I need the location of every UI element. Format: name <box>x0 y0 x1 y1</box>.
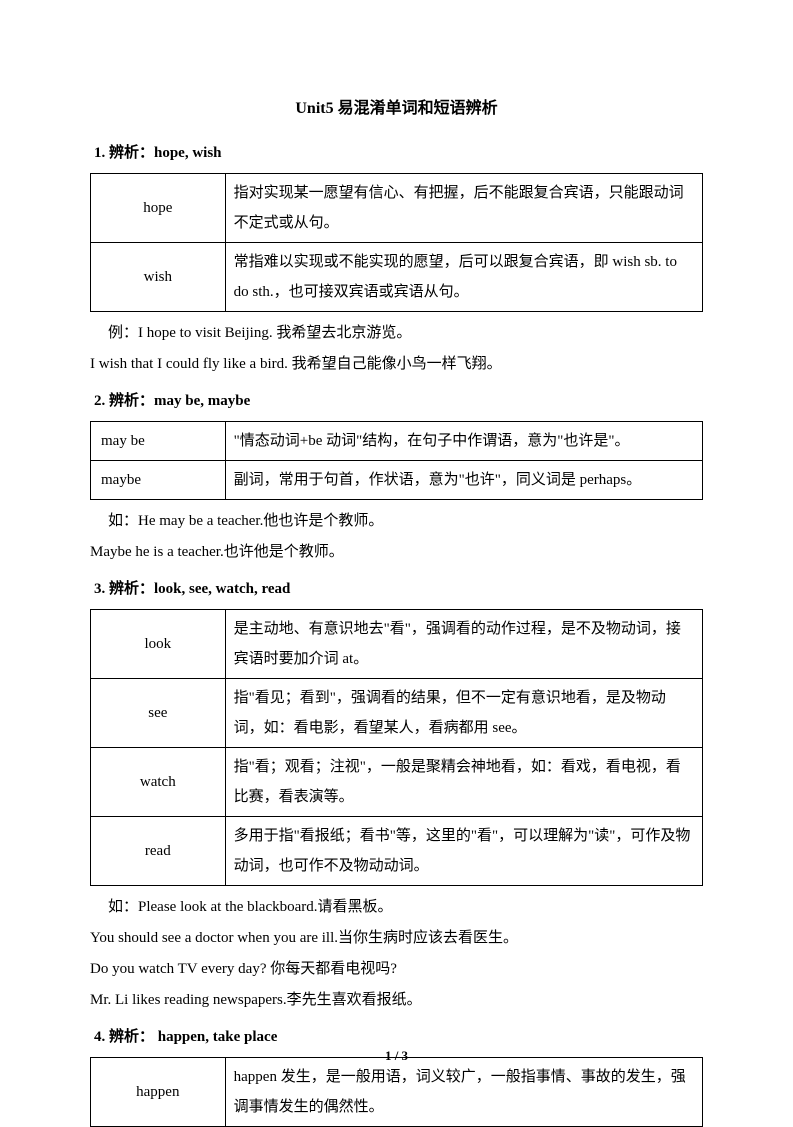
desc-cell: 指"看见；看到"，强调看的结果，但不一定有意识地看，是及物动词，如：看电影，看望… <box>225 678 702 747</box>
page-title: Unit5 易混淆单词和短语辨析 <box>90 95 703 124</box>
section1-head: 1. 辨析：hope, wish <box>90 140 703 167</box>
table-row: happen happen 发生，是一般用语，词义较广，一般指事情、事故的发生，… <box>91 1057 703 1126</box>
section3-ex4: Mr. Li likes reading newspapers.李先生喜欢看报纸… <box>90 987 703 1014</box>
term-cell: look <box>91 609 226 678</box>
section2-ex1: 如：He may be a teacher.他也许是个教师。 <box>90 508 703 535</box>
table-row: see 指"看见；看到"，强调看的结果，但不一定有意识地看，是及物动词，如：看电… <box>91 678 703 747</box>
section1-ex2: I wish that I could fly like a bird. 我希望… <box>90 351 703 378</box>
section1-ex1: 例：I hope to visit Beijing. 我希望去北京游览。 <box>90 320 703 347</box>
table-row: watch 指"看；观看；注视"，一般是聚精会神地看，如：看戏，看电视，看比赛，… <box>91 747 703 816</box>
section3-table: look 是主动地、有意识地去"看"，强调看的动作过程，是不及物动词，接宾语时要… <box>90 609 703 886</box>
term-cell: hope <box>91 173 226 242</box>
table-row: may be "情态动词+be 动词"结构，在句子中作谓语，意为"也许是"。 <box>91 421 703 460</box>
section3-head: 3. 辨析：look, see, watch, read <box>90 576 703 603</box>
section2-table: may be "情态动词+be 动词"结构，在句子中作谓语，意为"也许是"。 m… <box>90 421 703 500</box>
term-cell: maybe <box>91 460 226 499</box>
section3-ex2: You should see a doctor when you are ill… <box>90 925 703 952</box>
term-cell: happen <box>91 1057 226 1126</box>
table-row: read 多用于指"看报纸；看书"等，这里的"看"，可以理解为"读"，可作及物动… <box>91 816 703 885</box>
term-cell: watch <box>91 747 226 816</box>
term-cell: wish <box>91 242 226 311</box>
table-row: wish 常指难以实现或不能实现的愿望，后可以跟复合宾语，即 wish sb. … <box>91 242 703 311</box>
desc-cell: 指"看；观看；注视"，一般是聚精会神地看，如：看戏，看电视，看比赛，看表演等。 <box>225 747 702 816</box>
term-cell: see <box>91 678 226 747</box>
table-row: hope 指对实现某一愿望有信心、有把握，后不能跟复合宾语，只能跟动词不定式或从… <box>91 173 703 242</box>
section3-ex3: Do you watch TV every day? 你每天都看电视吗? <box>90 956 703 983</box>
section2-head: 2. 辨析：may be, maybe <box>90 388 703 415</box>
term-cell: may be <box>91 421 226 460</box>
section1-table: hope 指对实现某一愿望有信心、有把握，后不能跟复合宾语，只能跟动词不定式或从… <box>90 173 703 312</box>
table-row: maybe 副词，常用于句首，作状语，意为"也许"，同义词是 perhaps。 <box>91 460 703 499</box>
section2-ex2: Maybe he is a teacher.也许他是个教师。 <box>90 539 703 566</box>
desc-cell: "情态动词+be 动词"结构，在句子中作谓语，意为"也许是"。 <box>225 421 702 460</box>
desc-cell: happen 发生，是一般用语，词义较广，一般指事情、事故的发生，强调事情发生的… <box>225 1057 702 1126</box>
term-cell: read <box>91 816 226 885</box>
desc-cell: 常指难以实现或不能实现的愿望，后可以跟复合宾语，即 wish sb. to do… <box>225 242 702 311</box>
table-row: look 是主动地、有意识地去"看"，强调看的动作过程，是不及物动词，接宾语时要… <box>91 609 703 678</box>
section4-table: happen happen 发生，是一般用语，词义较广，一般指事情、事故的发生，… <box>90 1057 703 1127</box>
desc-cell: 副词，常用于句首，作状语，意为"也许"，同义词是 perhaps。 <box>225 460 702 499</box>
desc-cell: 多用于指"看报纸；看书"等，这里的"看"，可以理解为"读"，可作及物动词，也可作… <box>225 816 702 885</box>
desc-cell: 指对实现某一愿望有信心、有把握，后不能跟复合宾语，只能跟动词不定式或从句。 <box>225 173 702 242</box>
page-footer: 1 / 3 <box>0 1044 793 1067</box>
desc-cell: 是主动地、有意识地去"看"，强调看的动作过程，是不及物动词，接宾语时要加介词 a… <box>225 609 702 678</box>
section3-ex1: 如：Please look at the blackboard.请看黑板。 <box>90 894 703 921</box>
